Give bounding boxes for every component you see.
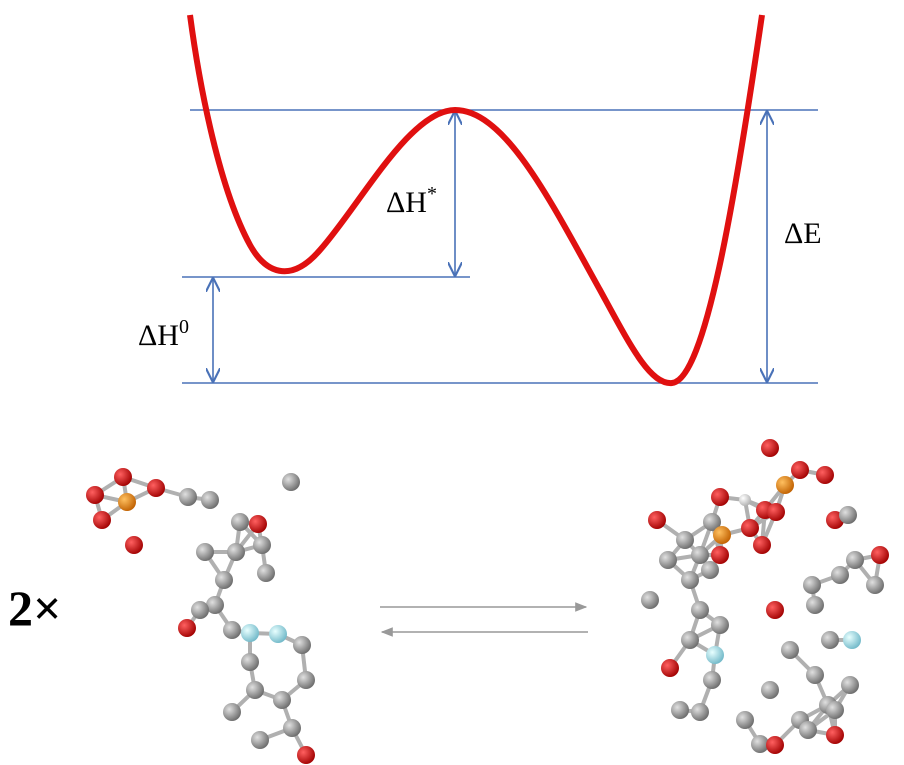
atom <box>713 526 731 544</box>
label-base: ΔH <box>386 186 427 219</box>
atom <box>179 488 197 506</box>
atom <box>681 631 699 649</box>
label-sup: * <box>427 183 437 205</box>
atom <box>826 701 844 719</box>
atom <box>223 621 241 639</box>
atom <box>676 531 694 549</box>
atom <box>661 659 679 677</box>
atom <box>781 641 799 659</box>
atom <box>118 493 136 511</box>
atom <box>701 561 719 579</box>
atom <box>841 676 859 694</box>
atom <box>703 671 721 689</box>
atom <box>215 571 233 589</box>
label-sup: 0 <box>179 316 189 338</box>
atom <box>843 631 861 649</box>
atom <box>241 624 259 642</box>
atom <box>282 473 300 491</box>
activation-label: ΔH* <box>386 183 437 219</box>
atom <box>711 488 729 506</box>
atom <box>253 536 271 554</box>
atom <box>761 681 779 699</box>
atom <box>806 666 824 684</box>
atom <box>273 691 291 709</box>
atom <box>761 439 779 457</box>
atom <box>297 671 315 689</box>
atom <box>191 601 209 619</box>
atom <box>706 646 724 664</box>
atom <box>803 576 821 594</box>
atom <box>227 543 245 561</box>
atom <box>766 736 784 754</box>
atom <box>241 653 259 671</box>
atom <box>866 576 884 594</box>
atom <box>659 551 677 569</box>
atom <box>93 511 111 529</box>
atom <box>846 551 864 569</box>
atom <box>223 703 241 721</box>
atom <box>776 476 794 494</box>
atom <box>691 601 709 619</box>
atom <box>147 479 165 497</box>
atom <box>86 486 104 504</box>
atom <box>681 571 699 589</box>
atom <box>806 596 824 614</box>
atom <box>114 468 132 486</box>
atom <box>839 506 857 524</box>
label-base: ΔH <box>138 319 179 352</box>
total-label: ΔE <box>784 217 822 250</box>
atom <box>711 616 729 634</box>
atom <box>691 546 709 564</box>
atom <box>641 591 659 609</box>
energy-curve <box>190 15 762 383</box>
atom <box>791 461 809 479</box>
atom <box>831 566 849 584</box>
atom <box>691 703 709 721</box>
atom <box>283 719 301 737</box>
atom <box>739 494 751 506</box>
atom <box>736 711 754 729</box>
atom <box>671 701 689 719</box>
atom <box>125 536 143 554</box>
atom <box>251 731 269 749</box>
atom <box>178 619 196 637</box>
atom <box>201 491 219 509</box>
atom <box>249 515 267 533</box>
atom <box>766 601 784 619</box>
atom <box>753 536 771 554</box>
atom <box>297 746 315 764</box>
atom <box>767 503 785 521</box>
atom <box>711 546 729 564</box>
atom <box>196 543 214 561</box>
atom <box>821 631 839 649</box>
atom <box>648 511 666 529</box>
atom <box>246 681 264 699</box>
atom <box>269 625 287 643</box>
atom <box>231 513 249 531</box>
atom <box>293 636 311 654</box>
atom <box>799 721 817 739</box>
atom <box>741 519 759 537</box>
atom <box>816 466 834 484</box>
diagram: ΔH* ΔE ΔH0 2× <box>0 0 904 765</box>
atom <box>871 546 889 564</box>
molecules <box>86 439 889 764</box>
multiplier: 2× <box>8 580 62 636</box>
atom <box>826 726 844 744</box>
reaction-label: ΔH0 <box>138 316 189 352</box>
atom <box>257 564 275 582</box>
